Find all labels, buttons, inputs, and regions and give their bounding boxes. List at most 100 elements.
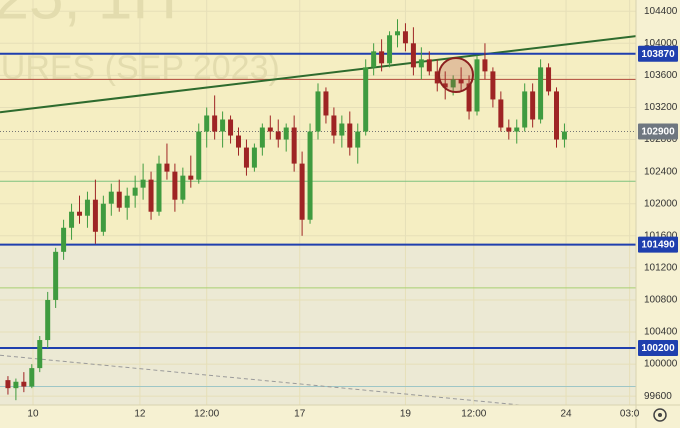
candle-body [347, 123, 353, 148]
y-tick-label: 100800 [644, 295, 678, 306]
candle-body [498, 99, 504, 128]
candle-body [172, 171, 178, 200]
candle-body [538, 67, 544, 120]
x-tick-label: 19 [400, 409, 412, 420]
candle-body [291, 127, 297, 164]
candle-body [196, 131, 202, 180]
price-label-box [638, 123, 678, 140]
candle-body [331, 115, 337, 136]
candle-body [148, 179, 154, 212]
candle-body [506, 127, 512, 132]
candle-body [561, 131, 567, 140]
candle-body [410, 43, 416, 68]
y-tick-label: 100000 [644, 359, 678, 370]
trend-line [0, 354, 520, 406]
x-tick-label: 24 [560, 409, 572, 420]
settings-icon[interactable] [653, 408, 667, 422]
x-tick-label: 12:00 [194, 409, 219, 420]
candle-body [299, 163, 305, 220]
candle-body [116, 191, 122, 208]
band [0, 244, 636, 405]
y-tick-label: 104400 [644, 6, 678, 17]
y-tick-label: 100400 [644, 327, 678, 338]
candle-body [307, 131, 313, 220]
candle-body [212, 115, 218, 132]
candle-body [132, 187, 138, 196]
candle-body [140, 179, 146, 188]
candle-body [77, 211, 82, 216]
candle-body [220, 119, 226, 132]
x-tick-label: 12 [134, 409, 146, 420]
candle-body [315, 91, 321, 132]
price-label: 101490 [641, 240, 675, 251]
candle-body [355, 131, 361, 148]
candle-body [45, 299, 51, 341]
candle-body [474, 59, 480, 112]
candle-body [339, 123, 345, 136]
candle-body [5, 380, 11, 389]
candle-body [267, 127, 273, 132]
candle-body [243, 147, 249, 168]
candle-body [466, 83, 472, 112]
candle-body [442, 83, 448, 88]
candle-body [164, 163, 170, 172]
candle-body [387, 35, 393, 64]
y-tick-label: 103600 [644, 70, 678, 81]
candle-body [37, 340, 43, 369]
candle-body [236, 135, 241, 148]
candle-body [251, 147, 257, 168]
candle-body [204, 115, 210, 132]
y-tick-label: 102800 [644, 134, 678, 145]
candle-body [100, 203, 106, 232]
gear-center[interactable] [658, 413, 662, 417]
candle-body [61, 227, 67, 252]
candle-body [363, 67, 369, 132]
y-tick-label: 101200 [644, 263, 678, 274]
watermark: 025, 1H [0, 0, 177, 32]
candle-body [283, 127, 289, 140]
price-label: 103870 [641, 49, 675, 60]
price-label: 100200 [641, 343, 675, 354]
price-label: 102900 [641, 127, 675, 138]
candle-body [156, 163, 162, 212]
candle-body [275, 131, 281, 140]
candle-body [554, 91, 559, 140]
x-tick-label: 12:00 [461, 409, 486, 420]
annotation-circle [438, 57, 474, 93]
candle-body [13, 381, 19, 389]
candle-body [108, 191, 114, 204]
candle-body [426, 59, 432, 72]
candle-body [490, 71, 496, 100]
x-tick-label: 03:0 [620, 409, 640, 420]
y-tick-label: 101600 [644, 230, 678, 241]
candle-body [84, 199, 90, 216]
candle-body [69, 211, 75, 228]
candle-body [402, 31, 408, 44]
candle-body [188, 175, 194, 180]
price-label-box [638, 236, 678, 253]
candle-body [29, 368, 35, 387]
y-tick-label: 102400 [644, 166, 678, 177]
candle-body [530, 91, 536, 120]
x-tick-label: 17 [294, 409, 306, 420]
candle-body [458, 79, 464, 84]
candle-body [371, 51, 377, 68]
candle-body [546, 67, 552, 92]
x-tick-label: 10 [27, 409, 39, 420]
candle-body [53, 251, 59, 300]
y-tick-label: 102000 [644, 198, 678, 209]
trend-line [0, 35, 637, 114]
candle-body [482, 59, 488, 72]
candle-body [259, 127, 265, 148]
candle-body [379, 51, 385, 64]
gear[interactable] [653, 408, 667, 422]
candle-body [450, 79, 456, 88]
candle-body [522, 91, 528, 128]
price-label-box [638, 45, 678, 62]
y-tick-label: 99600 [644, 391, 672, 402]
candle-body [228, 119, 234, 136]
watermark: TURES (SEP 2023) [0, 49, 280, 87]
candle-body [92, 199, 98, 232]
candle-body [180, 175, 186, 200]
